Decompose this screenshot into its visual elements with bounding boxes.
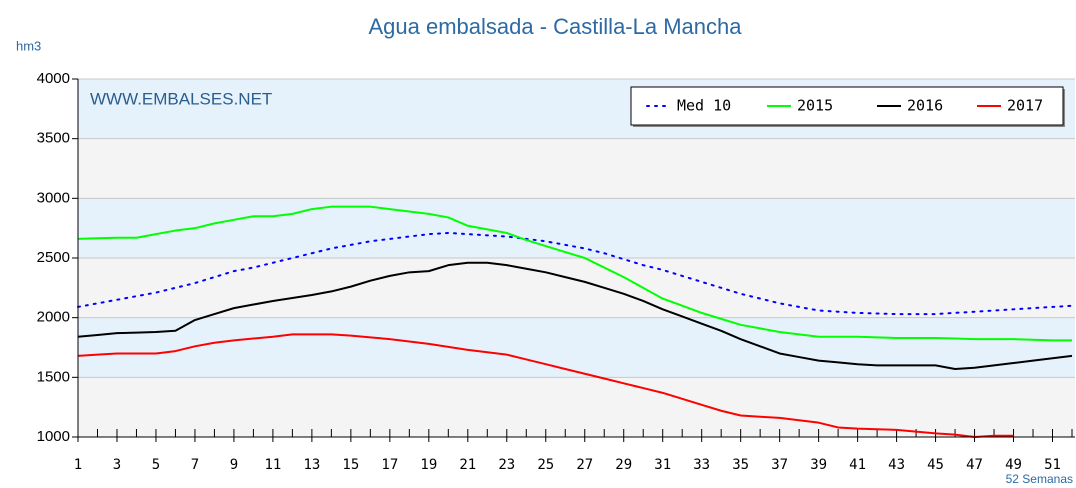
x-tick-label: 3: [113, 457, 121, 473]
x-tick-label: 29: [615, 457, 632, 473]
series-line: [77, 205, 1072, 342]
x-tick-label: 49: [1005, 457, 1022, 473]
x-tick-label: 45: [927, 457, 944, 473]
plot-band: [78, 258, 1075, 318]
legend-label: 2017: [1007, 97, 1043, 115]
y-tick-label: 2000: [37, 309, 70, 326]
y-tick-label: 1500: [37, 368, 70, 385]
x-tick-label: 21: [459, 457, 476, 473]
x-tick-label: 31: [654, 457, 671, 473]
x-tick-label: 41: [849, 457, 866, 473]
x-tick-label: 19: [420, 457, 437, 473]
plot-band: [78, 138, 1075, 199]
x-tick-label: 9: [230, 457, 238, 473]
x-axis-label: 52 Semanas: [1006, 472, 1073, 486]
x-tick-label: 47: [966, 457, 983, 473]
legend-label: 2015: [797, 97, 833, 115]
x-tick-label: 39: [810, 457, 827, 473]
plot-band: [78, 377, 1075, 437]
x-tick-label: 11: [264, 457, 281, 473]
x-tick-label: 5: [152, 457, 160, 473]
x-tick-label: 33: [693, 457, 710, 473]
y-tick-label: 4000: [37, 70, 70, 87]
plot-band: [78, 198, 1075, 258]
x-tick-label: 15: [342, 457, 359, 473]
watermark: WWW.EMBALSES.NET: [90, 89, 272, 108]
plot-band: [78, 317, 1075, 378]
y-axis-label: hm3: [16, 38, 41, 53]
series-line: [77, 231, 1073, 316]
series-line: [77, 333, 1014, 438]
x-tick-label: 43: [888, 457, 905, 473]
x-tick-label: 1: [74, 457, 82, 473]
x-tick-label: 25: [537, 457, 554, 473]
chart-title: Agua embalsada - Castilla-La Mancha: [369, 14, 743, 39]
series-line: [77, 261, 1073, 370]
x-tick-label: 37: [771, 457, 788, 473]
x-tick-label: 7: [191, 457, 199, 473]
x-tick-label: 35: [732, 457, 749, 473]
x-tick-label: 51: [1044, 457, 1061, 473]
y-tick-label: 3000: [37, 189, 70, 206]
x-tick-label: 23: [498, 457, 515, 473]
y-tick-label: 2500: [37, 249, 70, 266]
y-tick-label: 1000: [37, 428, 70, 445]
y-tick-label: 3500: [37, 130, 70, 147]
legend: Med 10 2015 2016 2017: [630, 86, 1065, 127]
legend-label: Med 10: [677, 97, 731, 115]
x-tick-label: 13: [303, 457, 320, 473]
x-tick-label: 17: [381, 457, 398, 473]
x-tick-label: 27: [576, 457, 593, 473]
legend-label: 2016: [907, 97, 943, 115]
